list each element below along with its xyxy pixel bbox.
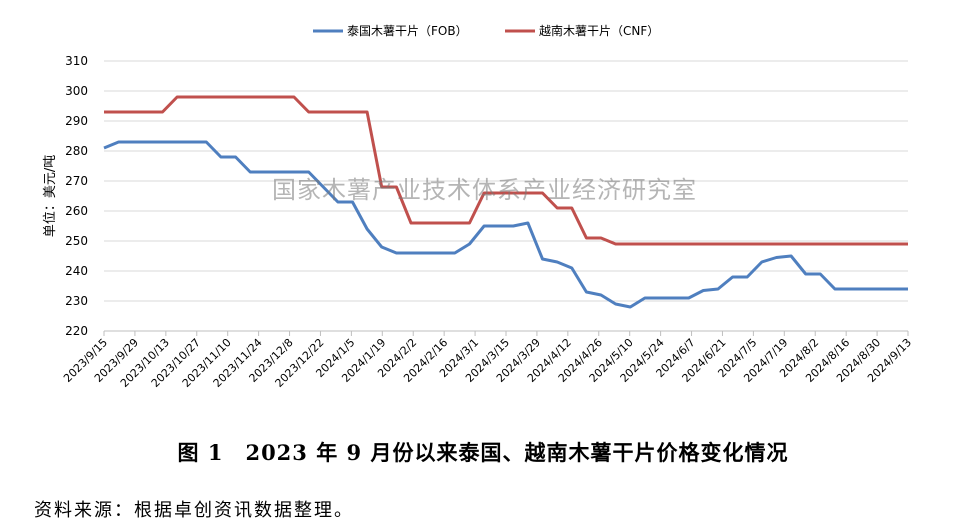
y-tick-label: 280 [65,144,88,158]
y-tick-label: 220 [65,324,88,338]
y-tick-label: 250 [65,234,88,248]
data-source-note: 资料来源：根据卓创资讯数据整理。 [34,500,354,521]
chart-area: 220 230 240 250 260 270 280 290 300 310 2023/9/15… [43,23,914,390]
series-line [103,140,908,309]
y-axis-label: 单位：美元/吨 [43,155,58,237]
figure-caption: 图 1 2023 年 9 月份以来泰国、越南木薯干片价格变化情况 [177,440,789,465]
legend-label: 泰国木薯干片（FOB） [347,24,468,38]
y-tick-label: 300 [65,84,88,98]
y-tick-label: 310 [65,54,88,68]
legend-label: 越南木薯干片（CNF） [539,23,659,38]
watermark: 国家木薯产业技术体系产业经济研究室 [272,176,697,204]
y-tick-label: 240 [65,264,88,278]
series-lines [103,95,908,309]
series-line [104,95,908,246]
x-axis [103,330,909,336]
legend: 泰国木薯干片（FOB） 越南木薯干片（CNF） [313,23,659,38]
y-axis: 220 230 240 250 260 270 280 290 300 310 [65,54,88,338]
y-tick-label: 290 [65,114,88,128]
y-tick-label: 270 [65,174,88,188]
y-tick-label: 230 [65,294,88,308]
x-tick-labels: 2023/9/152023/9/292023/10/132023/10/2720… [61,336,914,390]
grid-lines [104,60,908,302]
y-tick-label: 260 [65,204,88,218]
